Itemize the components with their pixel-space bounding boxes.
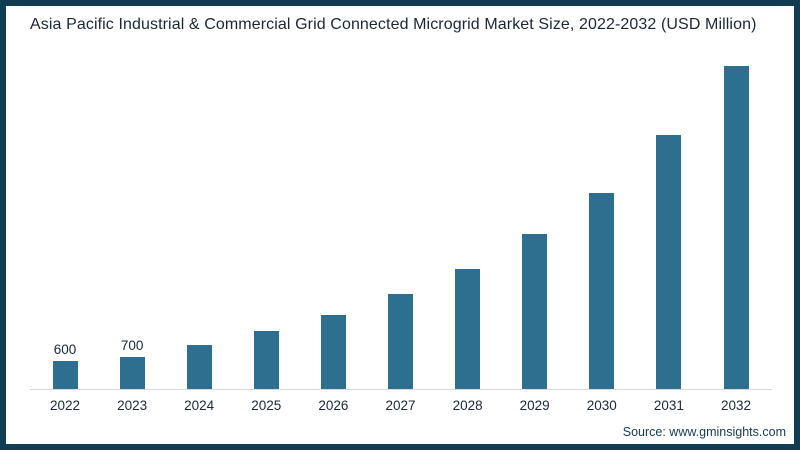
x-tick-label: 2022 (49, 398, 81, 413)
bar-group-2032: 2032 (703, 44, 770, 413)
x-tick-label: 2024 (184, 398, 215, 413)
x-tick-label: 2023 (117, 398, 148, 413)
bar-2027 (388, 294, 413, 389)
x-tick-label: 2029 (519, 398, 550, 413)
bar-group-2026: 2026 (300, 44, 367, 413)
bar-group-2028: 2028 (434, 44, 501, 413)
bar-group-2024: 2024 (166, 44, 233, 413)
bar-2030 (589, 192, 615, 389)
bar-group-2025: 2025 (233, 44, 300, 413)
x-tick-label: 2028 (452, 398, 483, 413)
bar-2023 (119, 356, 145, 389)
bar-2022 (52, 361, 78, 389)
bar-2028 (455, 269, 481, 389)
bar-group-2030: 2030 (568, 44, 635, 413)
x-tick-label: 2025 (251, 398, 282, 413)
bar-2031 (656, 135, 682, 389)
source-attribution: Source: www.gminsights.com (622, 425, 786, 439)
bar-group-2023: 700 2023 (99, 44, 166, 413)
x-tick-label: 2027 (385, 398, 416, 413)
bar-group-2029: 2029 (501, 44, 568, 413)
x-tick-label: 2032 (720, 398, 752, 413)
bar-2025 (253, 331, 279, 389)
bar-group-2027: 2027 (367, 44, 434, 413)
bar-value-label: 600 (53, 342, 77, 358)
bar-2029 (522, 234, 548, 389)
chart-title: Asia Pacific Industrial & Commercial Gri… (30, 16, 757, 33)
bar-value-label: 700 (120, 337, 144, 353)
bar-2024 (186, 345, 212, 389)
plot-area: 600 2022 700 2023 2024 2025 2026 2027 2028 2029 20… (30, 44, 772, 413)
bar-2026 (320, 315, 346, 389)
bar-2032 (723, 66, 749, 389)
x-tick-label: 2031 (653, 398, 684, 413)
bar-group-2031: 2031 (635, 44, 702, 413)
x-tick-label: 2026 (318, 398, 349, 413)
x-tick-label: 2030 (586, 398, 617, 413)
bar-group-2022: 600 2022 (32, 44, 99, 413)
